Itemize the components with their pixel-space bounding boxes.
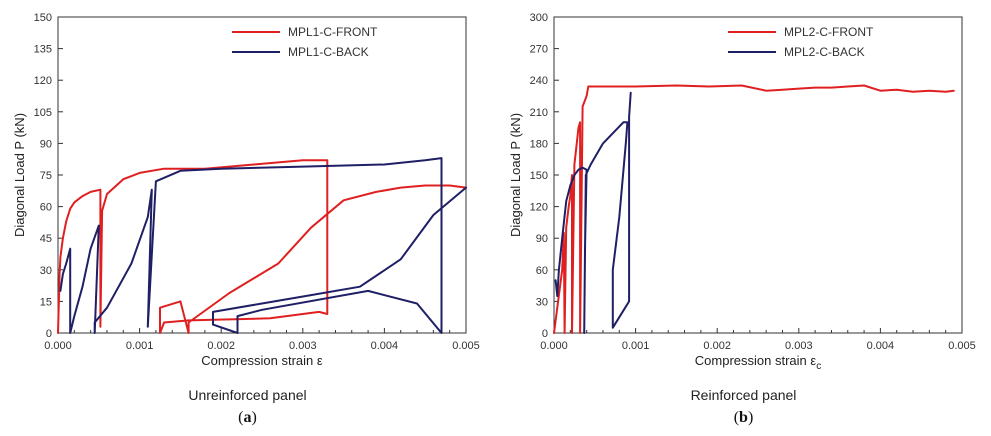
chart-a-panel-letter: a: [243, 409, 252, 426]
y-tick-label: 150: [530, 170, 548, 182]
y-tick-label: 90: [536, 233, 548, 245]
y-tick-label: 240: [530, 75, 548, 87]
x-tick-label: 0.001: [622, 340, 650, 352]
series-line-back: [59, 157, 467, 334]
y-tick-label: 45: [40, 233, 52, 245]
x-axis-title-subscript: c: [816, 361, 821, 370]
chart-b-panel-close: ): [747, 409, 754, 426]
x-tick-label: 0.004: [867, 340, 895, 352]
legend-label: MPL1-C-BACK: [288, 45, 369, 59]
series-line-back: [554, 91, 632, 334]
y-tick-label: 120: [34, 75, 52, 87]
chart-panel-b: 0 30 60 90 120 150 180 210 240 270 300 0.000 0.001 0.…: [496, 0, 991, 436]
chart-a-caption: Unreinforced panel: [188, 387, 307, 403]
legend-label: MPL2-C-BACK: [784, 45, 865, 59]
y-tick-label: 60: [40, 202, 52, 214]
x-tick-label: 0.004: [371, 340, 399, 352]
y-tick-label: 180: [530, 138, 548, 150]
chart-a-panel-close: ): [251, 409, 257, 426]
x-tick-label: 0.002: [703, 340, 731, 352]
y-axis-title: Diagonal Load P (kN): [508, 113, 523, 237]
x-axis-title: Compression strain ε: [201, 353, 323, 368]
chart-b-panel-open: (: [733, 409, 740, 426]
legend-label: MPL2-C-FRONT: [784, 25, 874, 39]
y-tick-label: 135: [34, 44, 52, 56]
y-tick-label: 150: [34, 12, 52, 24]
chart-a-panel-open: (: [238, 409, 244, 426]
y-tick-label: 105: [34, 107, 52, 119]
y-tick-label: 0: [46, 328, 52, 340]
x-tick-label: 0.003: [289, 340, 317, 352]
x-tick-label: 0.003: [785, 340, 813, 352]
chart-b-caption: Reinforced panel: [690, 387, 797, 403]
chart-b-panel-label: (b): [496, 409, 991, 427]
y-tick-label: 120: [530, 202, 548, 214]
x-tick-label: 0.001: [126, 340, 154, 352]
x-tick-label: 0.000: [44, 340, 72, 352]
x-tick-label: 0.005: [452, 340, 480, 352]
chart-b-svg: 0 30 60 90 120 150 180 210 240 270 300 0.000 0.001 0.…: [508, 12, 976, 372]
x-tick-label: 0.002: [207, 340, 235, 352]
chart-panel-a: 0 15 30 45 60 75 90 105 120 135 150 0.000 0.001 0.002…: [0, 0, 495, 436]
legend-label: MPL1-C-FRONT: [288, 25, 378, 39]
y-tick-label: 90: [40, 138, 52, 150]
chart-b-panel-letter: b: [739, 409, 748, 426]
y-tick-label: 0: [542, 328, 548, 340]
x-tick-label: 0.005: [948, 340, 976, 352]
y-tick-label: 60: [536, 265, 548, 277]
x-axis-title: Compression strain εc: [695, 353, 821, 370]
y-tick-label: 270: [530, 44, 548, 56]
series-line-front: [553, 84, 955, 334]
y-axis-title: Diagonal Load P (kN): [12, 113, 27, 237]
chart-a-panel-label: (a): [0, 409, 495, 427]
x-axis-title-text: Compression strain ε: [695, 353, 817, 368]
y-tick-label: 30: [536, 296, 548, 308]
plot-frame: [553, 16, 963, 334]
y-tick-label: 75: [40, 170, 52, 182]
y-tick-label: 210: [530, 107, 548, 119]
x-tick-label: 0.000: [540, 340, 568, 352]
y-tick-label: 15: [40, 296, 52, 308]
chart-a-svg: 0 15 30 45 60 75 90 105 120 135 150 0.000 0.001 0.002…: [12, 12, 480, 368]
y-tick-label: 30: [40, 265, 52, 277]
y-tick-label: 300: [530, 12, 548, 24]
x-axis-title-text: Compression strain ε: [201, 353, 323, 368]
series-line-front: [57, 159, 467, 334]
